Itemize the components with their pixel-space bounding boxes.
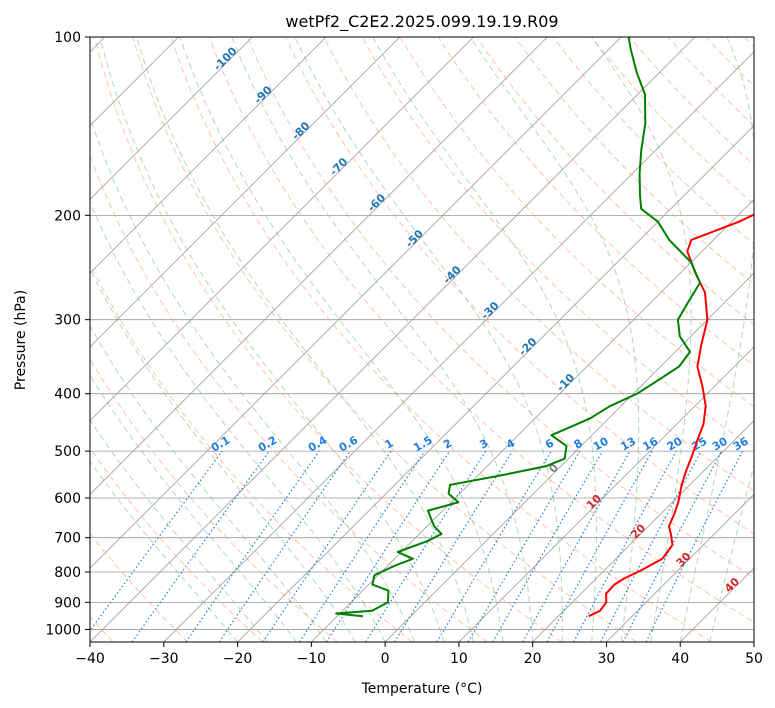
y-tick-label: 800 <box>54 565 81 581</box>
moist-adiabat-line <box>90 460 238 642</box>
y-tick-label: 300 <box>54 313 81 329</box>
y-tick-label: 200 <box>54 208 81 224</box>
y-tick-label: 900 <box>54 595 81 611</box>
moist-adiabat-line <box>90 268 357 642</box>
x-tick-label: 10 <box>450 651 468 667</box>
moist-adiabat-line <box>709 463 754 642</box>
dry-adiabat-line <box>208 37 754 623</box>
isotherm-line <box>163 51 754 642</box>
mixing-ratio-line <box>394 450 513 642</box>
dry-adiabat-line <box>132 37 637 642</box>
moist-adiabat-line <box>90 419 268 642</box>
y-axis: 100 200 300 400 500 600 700 800 900 1000 <box>45 30 90 638</box>
x-tick-label: 0 <box>381 651 390 667</box>
isotherm-line <box>90 37 696 642</box>
mixing-ratio-line <box>522 450 631 642</box>
isotherm-line <box>90 37 474 422</box>
isotherm-line <box>90 37 548 496</box>
mixing-ratio-line <box>436 450 552 642</box>
y-tick-label: 600 <box>54 491 81 507</box>
mixing-ratio-line <box>218 450 351 642</box>
plot-frame <box>89 36 755 643</box>
moist-adiabat-line <box>90 115 416 642</box>
y-tick-label: 1000 <box>45 622 81 638</box>
moist-adiabat-line <box>591 37 692 642</box>
x-tick-label: −10 <box>297 651 327 667</box>
dry-adiabat-line <box>90 262 413 642</box>
moist-adiabat-line <box>90 200 386 642</box>
mixing-ratio-line <box>546 450 653 642</box>
mixing-ratio-line <box>262 450 392 642</box>
mixing-ratio-line <box>467 450 581 642</box>
background-lines <box>90 37 754 642</box>
y-axis-label: Pressure (hPa) <box>13 290 29 390</box>
y-tick-label: 100 <box>54 30 81 46</box>
temperature-profile <box>588 213 754 618</box>
x-axis: −40 −30 −20 −10 0 10 20 30 40 50 <box>75 642 763 667</box>
dry-adiabat-line <box>246 37 754 579</box>
dry-adiabat-line <box>90 447 263 642</box>
x-tick-label: 20 <box>524 651 542 667</box>
isotherm-line <box>90 37 622 569</box>
isotherm-line <box>532 420 754 642</box>
moist-adiabat-line <box>469 37 640 642</box>
dry-adiabat-line <box>361 37 754 450</box>
dewpoint-profile <box>335 37 701 618</box>
chart-title: wetPf2_C2E2.2025.099.19.19.R09 <box>285 12 558 32</box>
dry-adiabat-line <box>399 37 754 408</box>
y-tick-label: 700 <box>54 531 81 547</box>
x-tick-label: −40 <box>75 651 105 667</box>
y-tick-label: 400 <box>54 387 81 403</box>
mixing-ratio-line <box>645 450 744 642</box>
isotherm-line <box>90 37 253 200</box>
x-axis-label: Temperature (°C) <box>361 681 483 697</box>
moist-adiabat-line <box>372 37 598 642</box>
mixing-ratio-line <box>131 450 270 642</box>
isotherm-line <box>458 346 754 642</box>
moist-adiabat-line <box>231 37 534 642</box>
dry-adiabat-line <box>94 37 563 642</box>
dry-adiabat-line <box>629 37 754 166</box>
x-tick-label: 40 <box>671 651 689 667</box>
moist-adiabat-line <box>136 37 475 642</box>
dry-adiabat-line <box>323 37 754 492</box>
x-tick-label: −20 <box>223 651 253 667</box>
dry-adiabat-line <box>476 37 754 326</box>
mixing-ratio-line <box>185 450 320 642</box>
sounding-profiles <box>335 37 754 618</box>
isotherm-line <box>237 124 754 642</box>
x-tick-label: −30 <box>149 651 179 667</box>
x-tick-label: 50 <box>745 651 763 667</box>
plot-area <box>90 37 754 642</box>
x-tick-label: 30 <box>598 651 616 667</box>
moist-adiabat-line <box>99 37 445 642</box>
dry-adiabat-line <box>514 37 754 285</box>
isotherm-line <box>90 37 327 274</box>
moist-adiabat-line <box>179 37 504 642</box>
isotherm-line <box>90 37 401 348</box>
y-tick-label: 500 <box>54 444 81 460</box>
moist-adiabat-line <box>90 374 297 642</box>
isotherm-line <box>384 272 754 642</box>
mixing-ratio-line <box>492 450 604 642</box>
moist-adiabat-line <box>294 37 563 642</box>
isotherm-line <box>606 493 754 642</box>
